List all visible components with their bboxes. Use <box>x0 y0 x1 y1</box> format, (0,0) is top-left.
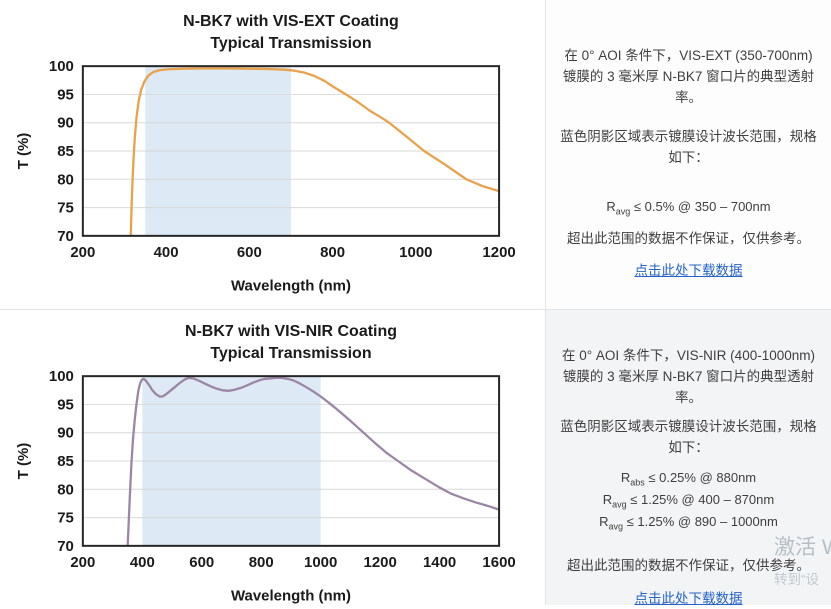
y-tick-label: 80 <box>57 171 74 188</box>
row-vis-ext: N-BK7 with VIS-EXT Coating Typical Transm… <box>0 0 831 310</box>
chart-cell-vis-nir: N-BK7 with VIS-NIR Coating Typical Transm… <box>0 310 546 605</box>
y-tick-label: 70 <box>57 228 74 245</box>
spec-line: Ravg ≤ 1.25% @ 890 – 1000nm <box>599 513 778 532</box>
y-tick-label: 95 <box>57 396 74 413</box>
x-tick-label: 1000 <box>399 244 432 261</box>
x-tick-label: 600 <box>189 554 214 571</box>
x-tick-label: 400 <box>154 244 179 261</box>
download-data-link[interactable]: 点击此处下载数据 <box>634 590 743 606</box>
x-axis-label: Wavelength (nm) <box>231 278 351 295</box>
chart-title: N-BK7 with VIS-EXT Coating <box>183 13 399 30</box>
chart-subtitle: Typical Transmission <box>210 35 371 52</box>
shading-note: 蓝色阴影区域表示镀膜设计波长范围，规格如下： <box>560 128 817 165</box>
y-tick-label: 90 <box>57 115 74 132</box>
info-panel-vis-ext: 在 0° AOI 条件下，VIS-EXT (350-700nm) 镀膜的 3 毫… <box>546 0 831 309</box>
chart-cell-vis-ext: N-BK7 with VIS-EXT Coating Typical Transm… <box>0 0 546 309</box>
x-tick-label: 1000 <box>304 554 337 571</box>
coating-description: 在 0° AOI 条件下，VIS-EXT (350-700nm) 镀膜的 3 毫… <box>562 48 815 105</box>
y-tick-label: 100 <box>49 58 74 75</box>
info-panel-vis-nir: 在 0° AOI 条件下，VIS-NIR (400-1000nm) 镀膜的 3 … <box>546 310 831 606</box>
x-tick-label: 600 <box>237 244 262 261</box>
x-tick-label: 400 <box>130 554 155 571</box>
shading-note: 蓝色阴影区域表示镀膜设计波长范围，规格如下： <box>560 418 817 455</box>
y-tick-label: 70 <box>57 538 74 555</box>
y-tick-label: 100 <box>49 368 74 385</box>
y-tick-label: 75 <box>57 510 74 527</box>
x-tick-label: 200 <box>70 244 95 261</box>
spec-list: Ravg ≤ 0.5% @ 350 – 700nm <box>558 197 819 219</box>
spec-line: Rabs ≤ 0.25% @ 880nm <box>620 469 757 488</box>
y-tick-label: 85 <box>57 453 74 470</box>
y-tick-label: 75 <box>57 200 74 217</box>
disclaimer-text: 超出此范围的数据不作保证，仅供参考。 <box>567 557 810 573</box>
row-vis-nir: N-BK7 with VIS-NIR Coating Typical Transm… <box>0 310 831 606</box>
y-tick-label: 95 <box>57 86 74 103</box>
x-axis-label: Wavelength (nm) <box>231 588 351 605</box>
coating-description: 在 0° AOI 条件下，VIS-NIR (400-1000nm) 镀膜的 3 … <box>562 348 815 405</box>
y-axis-label: T (%) <box>15 443 32 480</box>
x-tick-label: 1600 <box>482 554 515 571</box>
x-tick-label: 200 <box>70 554 95 571</box>
transmission-chart-vis-nir: N-BK7 with VIS-NIR Coating Typical Transm… <box>15 323 516 605</box>
plot-border <box>81 375 501 547</box>
transmission-curve <box>129 67 500 236</box>
y-tick-label: 90 <box>57 425 74 442</box>
x-tick-label: 800 <box>249 554 274 571</box>
download-data-link[interactable]: 点击此处下载数据 <box>634 262 743 278</box>
chart-subtitle: Typical Transmission <box>210 345 371 362</box>
spec-list: Rabs ≤ 0.25% @ 880nm Ravg ≤ 1.25% @ 400 –… <box>558 468 819 534</box>
chart-title: N-BK7 with VIS-NIR Coating <box>185 323 397 340</box>
x-tick-label: 800 <box>320 244 345 261</box>
x-tick-label: 1400 <box>423 554 456 571</box>
x-tick-label: 1200 <box>482 244 515 261</box>
y-tick-label: 85 <box>57 143 74 160</box>
y-axis-label: T (%) <box>15 133 32 170</box>
disclaimer-text: 超出此范围的数据不作保证，仅供参考。 <box>567 230 810 246</box>
transmission-chart-vis-ext: N-BK7 with VIS-EXT Coating Typical Transm… <box>15 13 516 295</box>
spec-line: Ravg ≤ 0.5% @ 350 – 700nm <box>606 198 771 217</box>
y-tick-label: 80 <box>57 481 74 498</box>
x-tick-label: 1200 <box>364 554 397 571</box>
spec-line: Ravg ≤ 1.25% @ 400 – 870nm <box>602 491 775 510</box>
plot-border <box>81 65 501 237</box>
transmission-curve <box>126 376 500 546</box>
